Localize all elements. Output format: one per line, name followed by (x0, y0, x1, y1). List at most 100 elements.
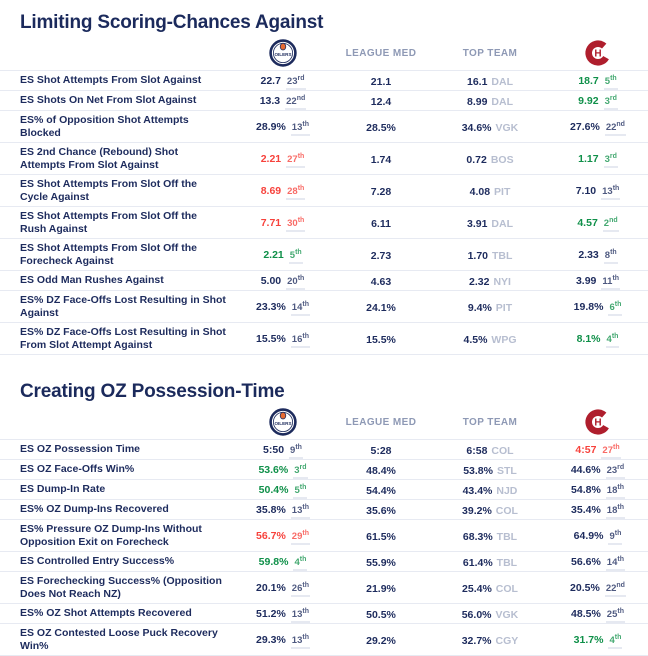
team-right-value: 9.92 (578, 95, 599, 107)
top-team-abbr: TBL (496, 530, 518, 543)
league-med-header: LEAGUE MED (345, 416, 417, 428)
top-team-abbr: VGK (495, 608, 519, 621)
team-left-stat: 22.7 23rd (236, 71, 330, 90)
team-left-value: 2.21 (263, 249, 284, 261)
row-label: ES% OZ Shot Attempts Recovered (20, 607, 192, 620)
team-left-value: 22.7 (260, 75, 281, 87)
league-med-stat: 4.63 (330, 272, 432, 290)
team-right-stat: 64.9% 9th (548, 526, 648, 545)
league-med-header: LEAGUE MED (345, 47, 417, 59)
top-team-stat: 25.4% COL (432, 579, 548, 597)
team-left-value: 20.1% (256, 582, 286, 594)
league-med-value: 29.2% (366, 634, 396, 647)
montreal-canadiens-logo: H (585, 40, 611, 66)
top-team-value: 53.8% (463, 464, 493, 477)
team-left-value: 35.8% (256, 504, 286, 516)
table-row: ES Shot Attempts From Slot Off the Cycle… (0, 175, 648, 207)
top-team-value: 16.1 (466, 75, 488, 88)
league-med-stat: 21.9% (330, 579, 432, 597)
top-team-abbr: COL (495, 582, 518, 595)
team-right-value: 4:57 (575, 444, 597, 456)
top-team-value: 32.7% (461, 634, 492, 647)
league-med-value: 1.74 (370, 153, 392, 166)
team-right-value: 4.57 (577, 217, 598, 229)
team-left-rank: 13th (290, 608, 310, 623)
top-team-abbr: CGY (495, 634, 519, 647)
table-row: ES% Pressure OZ Dump-Ins Without Opposit… (0, 520, 648, 552)
table-row: ES% of Opposition Shot Attempts Blocked 2… (0, 111, 648, 143)
team-left-rank: 28th (286, 185, 306, 200)
team-right-stat: 4.57 2nd (548, 213, 648, 232)
top-team-value: 3.91 (466, 217, 488, 230)
top-team-abbr: STL (496, 464, 517, 477)
team-left-value: 28.9% (256, 121, 286, 133)
team-left-rank: 27th (286, 153, 306, 168)
team-right-stat: 35.4% 18th (548, 500, 648, 519)
team-left-rank: 13th (290, 634, 310, 649)
svg-text:OILERS: OILERS (274, 52, 291, 57)
table-header: OILERS LEAGUE MED TOP TEAM H (0, 405, 648, 439)
team-left-value: 7.71 (260, 217, 282, 229)
table-row: ES Odd Man Rushes Against 5.00 20th 4.63 2.3… (0, 271, 648, 291)
league-med-value: 5:28 (370, 444, 392, 457)
team-right-stat: 18.7 5th (548, 71, 648, 90)
svg-text:H: H (594, 418, 601, 429)
row-label: ES Odd Man Rushes Against (20, 274, 164, 287)
team-left-stat: 51.2% 13th (236, 604, 330, 623)
top-team-value: 9.4% (467, 301, 492, 314)
svg-text:H: H (594, 49, 601, 60)
montreal-canadiens-logo: H (585, 409, 611, 435)
team-right-value: 7.10 (575, 185, 597, 197)
team-left-rank: 13th (290, 504, 310, 519)
team-right-stat: 9.92 3rd (548, 91, 648, 110)
league-med-value: 54.4% (366, 484, 396, 497)
league-med-stat: 12.4 (330, 92, 432, 110)
team-right-value: 2.33 (578, 249, 599, 261)
team-right-value: 18.7 (578, 75, 599, 87)
team-left-value: 53.6% (258, 464, 289, 476)
league-med-stat: 6.11 (330, 214, 432, 232)
table-row: ES% DZ Face-Offs Lost Resulting in Shot … (0, 323, 648, 355)
top-team-stat: 43.4% NJD (432, 481, 548, 499)
top-team-stat: 2.32 NYI (432, 272, 548, 290)
top-team-value: 39.2% (462, 504, 492, 517)
top-team-stat: 0.72 BOS (432, 150, 548, 168)
team-right-value: 35.4% (571, 504, 601, 516)
league-med-stat: 35.6% (330, 501, 432, 519)
team-right-value: 8.1% (576, 333, 601, 345)
team-left-stat: 7.71 30th (236, 213, 330, 232)
team-right-value: 64.9% (573, 530, 604, 542)
top-team-stat: 39.2% COL (432, 501, 548, 519)
top-team-value: 25.4% (462, 582, 492, 595)
team-left-rank: 29th (290, 530, 310, 545)
league-med-value: 21.9% (366, 582, 396, 595)
team-right-rank: 3rd (603, 95, 618, 110)
team-left-stat: 13.3 22nd (236, 91, 330, 110)
league-med-stat: 2.73 (330, 246, 432, 264)
top-team-header: TOP TEAM (462, 416, 518, 428)
team-left-value: 8.69 (260, 185, 282, 197)
team-right-stat: 1.17 3rd (548, 149, 648, 168)
team-left-rank: 22nd (285, 95, 307, 110)
team-left-stat: 35.8% 13th (236, 500, 330, 519)
team-right-value: 31.7% (573, 634, 604, 646)
team-right-stat: 54.8% 18th (548, 480, 648, 499)
top-team-abbr: DAL (491, 217, 514, 230)
team-left-rank: 30th (286, 217, 306, 232)
team-right-value: 27.6% (570, 121, 600, 133)
top-team-value: 8.99 (466, 95, 488, 108)
rows: ES Shot Attempts From Slot Against 22.7 23… (0, 70, 648, 355)
league-med-value: 50.5% (366, 608, 396, 621)
team-left-stat: 23.3% 14th (236, 297, 330, 316)
team-right-rank: 6th (608, 301, 623, 316)
league-med-value: 61.5% (366, 530, 396, 543)
top-team-abbr: PIT (495, 301, 513, 314)
top-team-value: 6:58 (466, 444, 488, 457)
team-left-stat: 53.6% 3rd (236, 460, 330, 479)
table-row: ES 2nd Chance (Rebound) Shot Attempts Fr… (0, 143, 648, 175)
team-right-stat: 19.8% 6th (548, 297, 648, 316)
top-team-stat: 34.6% VGK (432, 118, 548, 136)
row-label: ES Dump-In Rate (20, 483, 106, 496)
row-label: ES Shots On Net From Slot Against (20, 94, 197, 107)
